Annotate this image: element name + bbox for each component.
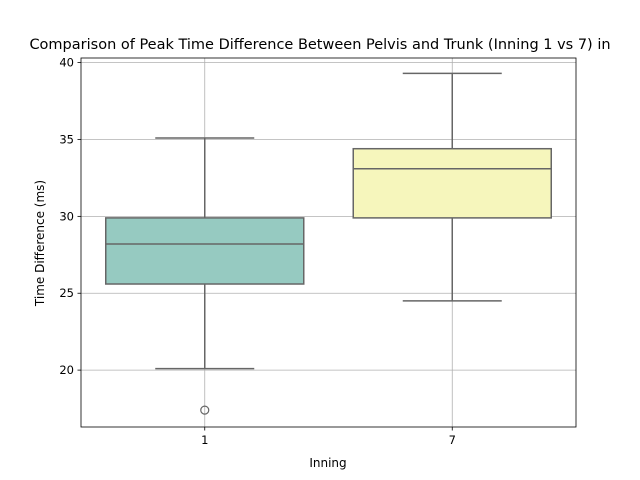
box-inning-7: [352, 72, 552, 302]
ticks: 20 25 30 35 40 1 7: [59, 56, 456, 447]
iqr-box: [352, 147, 552, 219]
outlier-point: [200, 405, 210, 415]
chart-title: Comparison of Peak Time Difference Betwe…: [29, 37, 610, 53]
y-tick-label: 25: [59, 286, 74, 300]
iqr-box: [105, 217, 305, 285]
y-tick-label: 40: [59, 56, 74, 70]
box-inning-1: [105, 137, 305, 415]
x-tick-label: 1: [201, 433, 208, 447]
y-tick-label: 35: [59, 132, 74, 146]
y-tick-label: 20: [59, 363, 74, 377]
x-tick-label: 7: [449, 433, 456, 447]
plot-frame: [80, 57, 577, 428]
y-tick-label: 30: [59, 209, 74, 223]
boxes: [105, 72, 552, 415]
y-axis-label: Time Difference (ms): [33, 180, 47, 307]
x-axis-label: Inning: [309, 456, 346, 470]
